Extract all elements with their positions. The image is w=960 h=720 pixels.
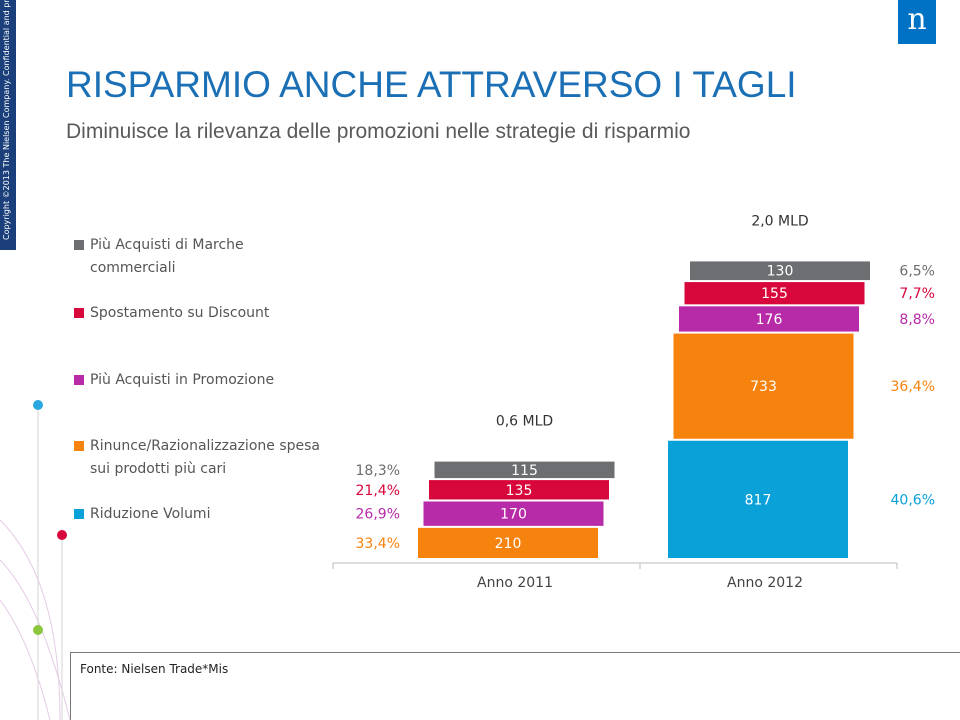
legend-item: Più Acquisti di Marche commerciali [74, 234, 320, 280]
legend-swatch [74, 240, 84, 250]
percent-label: 33,4% [356, 536, 400, 552]
legend-swatch [74, 308, 84, 318]
legend-item: Spostamento su Discount [74, 302, 320, 325]
value-label: 130 [767, 264, 794, 280]
legend-swatch [74, 509, 84, 519]
bar-segment [429, 480, 609, 500]
legend-label: Riduzione Volumi [90, 506, 211, 522]
value-label: 817 [745, 492, 772, 508]
decoration [0, 405, 71, 720]
bar-segment [673, 333, 854, 439]
subtitle: Diminuisce la rilevanza delle promozioni… [66, 120, 691, 143]
bar-segment [423, 501, 604, 526]
source: Fonte: Nielsen Trade*Mis [80, 662, 229, 676]
legend-label: Rinunce/Razionalizzazione spesa sui prod… [90, 438, 320, 477]
percent-label: 8,8% [899, 312, 935, 328]
value-label: 170 [500, 507, 527, 523]
percent-label: 18,3% [356, 463, 400, 479]
total-label: 2,0 MLD [751, 213, 808, 229]
legend-swatch [74, 375, 84, 385]
value-label: 210 [495, 536, 522, 552]
bar-segment [434, 461, 615, 479]
legend-item: Rinunce/Razionalizzazione spesa sui prod… [74, 435, 320, 481]
bar-segment [684, 282, 865, 305]
value-label: 135 [506, 483, 533, 499]
value-label: 155 [761, 286, 788, 302]
bar-segment [418, 527, 598, 558]
bar-segment [690, 261, 870, 281]
decor-dot [33, 625, 43, 635]
percent-label: 40,6% [891, 492, 935, 508]
total-label: 0,6 MLD [496, 414, 553, 430]
percent-label: 6,5% [899, 264, 935, 280]
x-tick-label: Anno 2011 [477, 575, 553, 591]
decor-dot [57, 530, 67, 540]
value-label: 733 [750, 379, 777, 395]
percent-label: 26,9% [356, 507, 400, 523]
logo: n [898, 0, 936, 44]
side-strip [0, 0, 16, 250]
value-label: 176 [756, 312, 783, 328]
title: RISPARMIO ANCHE ATTRAVERSO I TAGLI [66, 64, 797, 105]
legend-label: Spostamento su Discount [90, 305, 270, 321]
bar-segment [668, 440, 848, 558]
bar-segment [679, 306, 859, 332]
legend-label: Più Acquisti in Promozione [90, 372, 275, 388]
percent-label: 36,4% [891, 379, 935, 395]
footer-frame [70, 652, 960, 720]
percent-label: 21,4% [356, 483, 400, 499]
legend-item: Più Acquisti in Promozione [74, 369, 320, 392]
legend-swatch [74, 441, 84, 451]
x-tick-label: Anno 2012 [727, 575, 803, 591]
legend-label: Più Acquisti di Marche commerciali [90, 237, 244, 276]
value-label: 115 [511, 463, 538, 479]
percent-label: 7,7% [899, 286, 935, 302]
legend-item: Riduzione Volumi [74, 503, 320, 526]
decor-dot [33, 400, 43, 410]
